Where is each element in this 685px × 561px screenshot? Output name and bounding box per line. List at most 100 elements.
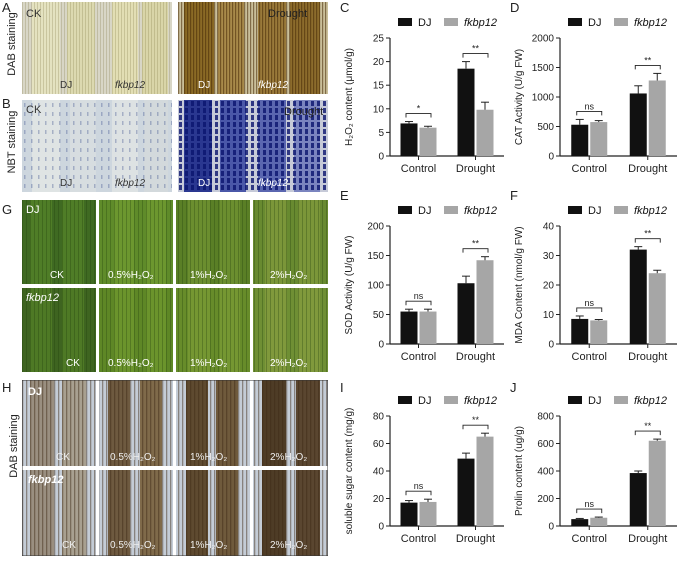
chart-j-sig-label-drought: **	[644, 421, 652, 431]
chart-c-sig-bracket-drought	[462, 53, 489, 58]
chart-d-bar-dj-control	[571, 124, 589, 156]
ck-label-b: CK	[26, 104, 42, 116]
dj-label-a2: DJ	[198, 80, 211, 91]
chart-f-ytick-label-2: 20	[543, 281, 555, 292]
chart-e-ytick-label-1: 50	[373, 310, 385, 321]
chart-f-ytick-label-3: 30	[543, 251, 555, 262]
chart-j-ytick-label-0: 0	[548, 522, 554, 533]
chart-d-legend-swatch-mut	[614, 18, 628, 26]
chart-f-sig-label-control: ns	[584, 298, 594, 308]
chart-d-legend-swatch-dj	[568, 18, 582, 26]
chart-f-xtick-label-1: Drought	[628, 351, 667, 363]
h-cond-2-2: 2%H₂O₂	[270, 540, 308, 551]
panel-letter-h: H	[2, 380, 12, 395]
chart-j-legend-label-dj: DJ	[588, 395, 601, 407]
h2o2-leaf-grid: DJ fkbp12 CK 0.5%H₂O₂ 1%H₂O₂ 2%H₂O₂ CK 0…	[22, 200, 328, 372]
chart-d-ytick-label-3: 1500	[532, 63, 555, 74]
sod-activity-chart: 0 50 100 150 200 SOD Activity (U/g FW) DJ fkbp1…	[344, 205, 504, 363]
drought-label-a: Drought	[268, 8, 308, 20]
g-cond-2-2: 2%H₂O₂	[270, 358, 308, 369]
g-leaf-image	[22, 200, 328, 372]
g-cond-05-2: 0.5%H₂O₂	[108, 358, 154, 369]
h-cond-ck-2: CK	[62, 540, 76, 551]
chart-i-bar-fkbp12-control	[419, 501, 437, 526]
chart-i-legend-swatch-dj	[398, 396, 412, 404]
chart-d-bar-dj-drought	[629, 93, 647, 156]
chart-i-ytick-label-4: 80	[373, 412, 385, 423]
chart-i-ytick-label-3: 60	[373, 439, 385, 450]
chart-e-sig-label-drought: **	[472, 239, 480, 249]
chart-i-bar-dj-drought	[457, 458, 475, 526]
chart-f-ytick-label-0: 0	[548, 340, 554, 351]
chart-j-sig-bracket-drought	[634, 430, 661, 436]
dab-staining-photo: CK Drought DJ fkbp12 DJ fkbp12	[22, 2, 328, 94]
chart-d-bar-fkbp12-drought	[648, 80, 666, 156]
chart-j-ylabel: Prolin content (ug/g)	[514, 426, 525, 516]
chart-c-ylabel: H₂O₂ content (μmol/g)	[344, 48, 355, 146]
chart-e-xtick-label-0: Control	[401, 351, 436, 363]
chart-e-bar-dj-drought	[457, 283, 475, 344]
chart-i-ytick-label-0: 0	[378, 522, 384, 533]
chart-j-legend-swatch-mut	[614, 396, 628, 404]
h-cond-1-1: 1%H₂O₂	[190, 452, 228, 463]
chart-j-ytick-label-3: 600	[537, 439, 554, 450]
dj-label-b2: DJ	[198, 178, 211, 189]
chart-i-xtick-label-1: Drought	[456, 533, 495, 545]
chart-i-ytick-label-1: 20	[373, 494, 385, 505]
chart-d-sig-bracket-drought	[634, 64, 661, 70]
chart-e-bar-dj-control	[400, 311, 418, 344]
mut-label-a1: fkbp12	[115, 80, 146, 91]
chart-d-xtick-label-1: Drought	[628, 163, 667, 175]
h-cond-2-1: 2%H₂O₂	[270, 452, 308, 463]
chart-f-legend-label-mut: fkbp12	[634, 205, 667, 217]
chart-f-ylabel: MDA Content (nmol/g FW)	[514, 226, 525, 343]
panel-letter-f: F	[510, 188, 518, 203]
chart-f-ytick-label-4: 40	[543, 222, 555, 233]
chart-c-sig-bracket-control	[405, 113, 432, 118]
chart-c-ytick-label-5: 25	[373, 34, 385, 45]
chart-i-sig-bracket-drought	[462, 424, 489, 430]
chart-j-sig-label-control: ns	[584, 499, 594, 509]
chart-c-legend-label-mut: fkbp12	[464, 17, 497, 29]
chart-e-ytick-label-0: 0	[378, 340, 384, 351]
chart-f-bar-fkbp12-drought	[648, 273, 666, 344]
chart-f-sig-bracket-drought	[634, 238, 661, 243]
soluble-sugar-chart: 0 20 40 60 80 soluble sugar content (mg/g) DJ f…	[344, 395, 504, 545]
g-cond-1-2: 1%H₂O₂	[190, 358, 228, 369]
chart-j-legend-label-mut: fkbp12	[634, 395, 667, 407]
chart-j-bar-dj-control	[571, 519, 589, 526]
chart-f-xtick-label-0: Control	[572, 351, 607, 363]
chart-d-ytick-label-2: 1000	[532, 93, 555, 104]
chart-j-legend-swatch-dj	[568, 396, 582, 404]
chart-f-legend-swatch-mut	[614, 206, 628, 214]
chart-j-bar-fkbp12-control	[590, 517, 608, 526]
chart-d-ytick-label-4: 2000	[532, 34, 555, 45]
h-cond-05-1: 0.5%H₂O₂	[110, 452, 156, 463]
chart-f-sig-bracket-control	[576, 307, 603, 312]
g-cond-1-1: 1%H₂O₂	[190, 270, 228, 281]
chart-c-sig-label-drought: **	[472, 44, 480, 54]
panel-letter-d: D	[510, 0, 520, 15]
chart-c-legend-swatch-mut	[444, 18, 458, 26]
chart-d-sig-label-drought: **	[644, 55, 652, 65]
chart-i-bar-dj-control	[400, 502, 418, 526]
chart-e-bar-fkbp12-drought	[476, 260, 494, 344]
chart-j-sig-bracket-control	[576, 508, 603, 514]
dab-h2o2-leaf-grid: DJ fkbp12 CK 0.5%H₂O₂ 1%H₂O₂ 2%H₂O₂ CK 0…	[21, 379, 329, 557]
h-row2-label: fkbp12	[28, 474, 64, 486]
g-row2-label: fkbp12	[26, 292, 60, 304]
chart-i-sig-bracket-control	[405, 490, 432, 496]
chart-c-ytick-label-2: 10	[373, 104, 385, 115]
chart-c-ytick-label-3: 15	[373, 81, 385, 92]
panel-letter-g: G	[2, 202, 13, 217]
chart-d-ylabel: CAT Activity (U/g FW)	[514, 49, 525, 145]
chart-j-bar-dj-drought	[629, 473, 647, 526]
chart-c-bar-dj-drought	[457, 68, 475, 156]
mda-content-chart: 0 10 20 30 40 MDA Content (nmol/g FW) DJ fkbp12…	[514, 205, 677, 363]
chart-j-xtick-label-1: Drought	[628, 533, 667, 545]
chart-i-legend-swatch-mut	[444, 396, 458, 404]
h2o2-content-chart: 0 5 10 15 20 25 H₂O₂ content (μmol/g) DJ fkbp12 *…	[344, 17, 504, 175]
dab-leaf-image	[22, 2, 328, 94]
panel-letter-c: C	[340, 0, 350, 15]
chart-i-bar-fkbp12-drought	[476, 436, 494, 526]
